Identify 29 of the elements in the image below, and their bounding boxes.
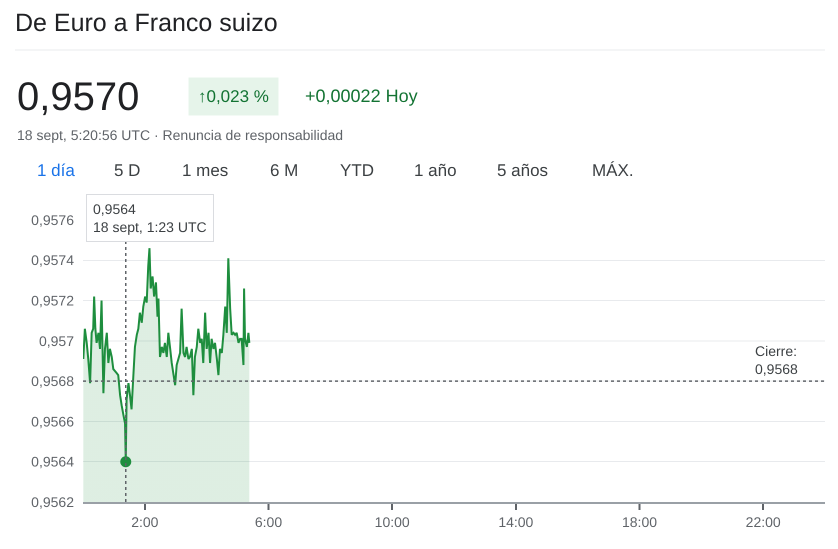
- text: +0,00022 Hoy: [305, 86, 418, 106]
- chart-title: De Euro a Franco suizo: [15, 8, 278, 37]
- y-tick-label: 0,957: [38, 332, 74, 349]
- text: 5 años: [497, 161, 548, 180]
- x-tick-label: 14:00: [498, 514, 534, 530]
- x-tick-label: 22:00: [746, 514, 781, 530]
- y-tick-label: 0,9576: [31, 212, 74, 228]
- text: ↑0,023 %: [198, 87, 269, 106]
- y-tick-label: 0,9574: [31, 252, 74, 268]
- text: 1 mes: [182, 161, 228, 180]
- text: MÁX.: [592, 161, 634, 180]
- chart-subtitle: 18 sept, 5:20:56 UTC · Renuncia de responsabilidad: [17, 127, 344, 143]
- y-tick-label: 0,9564: [31, 454, 74, 470]
- y-tick-label: 0,9572: [31, 292, 74, 308]
- text: 0,9570: [17, 75, 140, 119]
- x-tick-label: 2:00: [131, 514, 159, 530]
- y-tick-label: 0,9566: [31, 413, 74, 430]
- x-tick-label: 10:00: [374, 514, 410, 530]
- y-tick-label: 0,9568: [31, 373, 74, 390]
- x-tick-label: 6:00: [254, 514, 282, 530]
- text: YTD: [340, 161, 374, 180]
- annotation: 0,9564 18 sept, 1:23 UTC: [93, 201, 207, 236]
- x-tick-label: 18:00: [622, 514, 658, 530]
- text: 1 año: [414, 161, 457, 180]
- text: 6 M: [270, 161, 298, 180]
- text: 5 D: [114, 161, 140, 180]
- ref-line-label: Cierre: 0,9568: [755, 343, 798, 378]
- text: 1 día: [37, 161, 76, 180]
- y-tick-label: 0,9562: [31, 494, 74, 510]
